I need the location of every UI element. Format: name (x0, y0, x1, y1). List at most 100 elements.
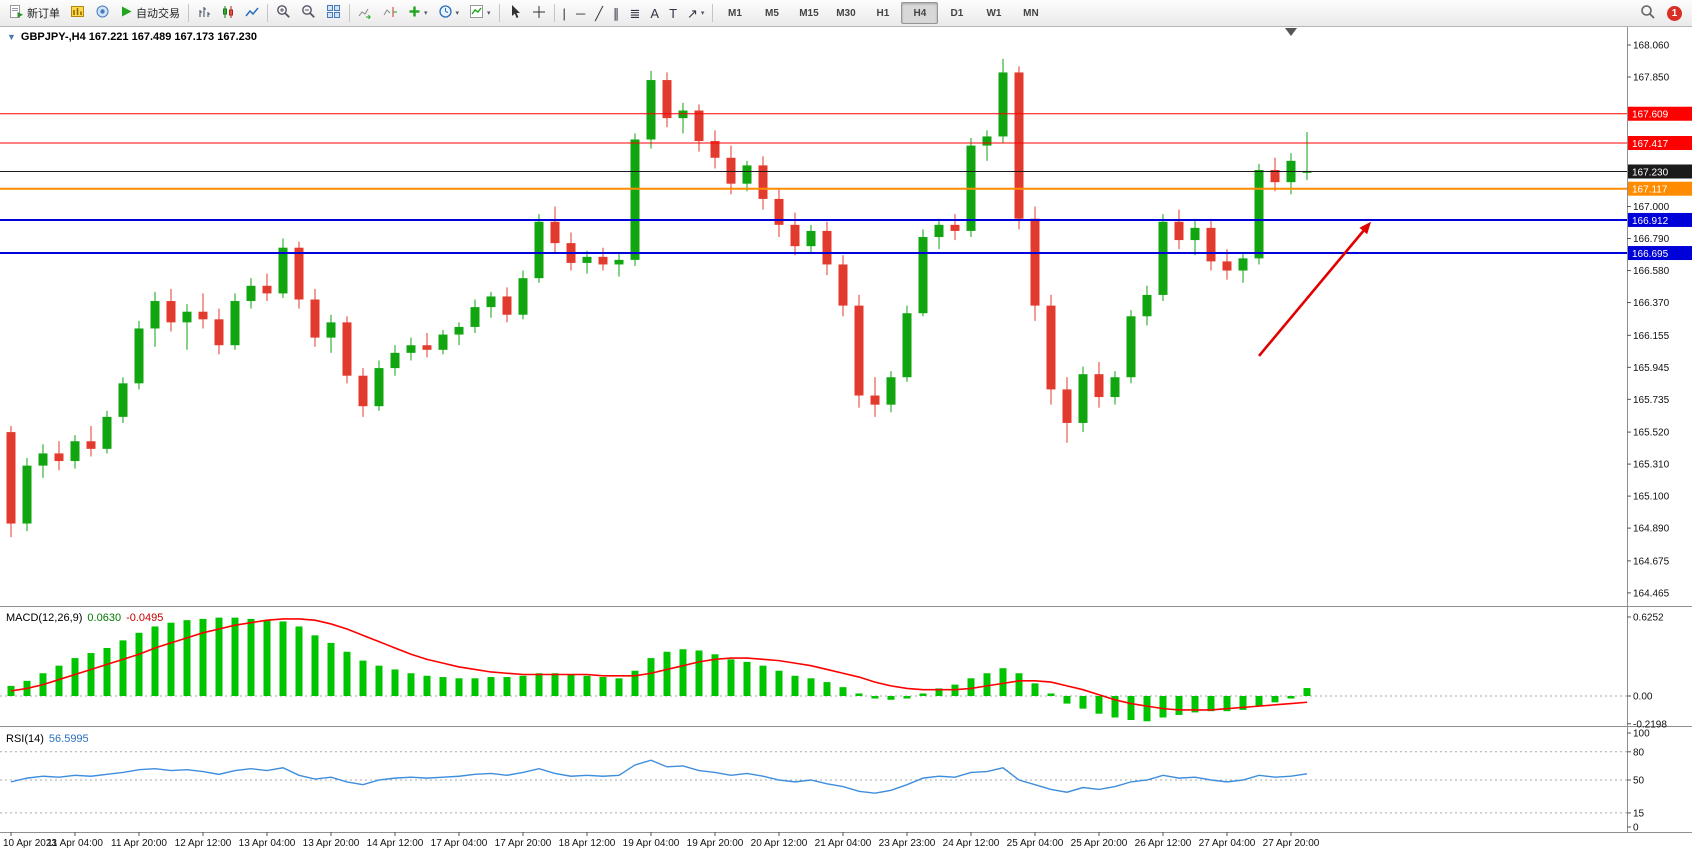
candle (630, 139, 640, 260)
zoom-in-button[interactable] (271, 2, 296, 24)
label-tool-button[interactable]: T (664, 2, 682, 24)
toolbar-separator (712, 4, 714, 22)
candle (918, 237, 928, 314)
vertical-line-tool-button[interactable]: | (558, 2, 571, 24)
timeframe-mn-button[interactable]: MN (1023, 7, 1039, 19)
crosshair-icon (532, 5, 546, 22)
new-order-button[interactable]: 新订单 (4, 2, 65, 24)
timeframe-m1-button[interactable]: M1 (727, 7, 742, 19)
chart-shift-marker[interactable] (1285, 28, 1297, 36)
auto-trading-button[interactable]: 自动交易 (115, 2, 185, 24)
zoom-out-button[interactable] (296, 2, 321, 24)
date-label: 12 Apr 12:00 (175, 838, 232, 849)
candle (790, 224, 800, 247)
periods-button[interactable]: ▾ (433, 2, 465, 24)
candle (934, 224, 944, 238)
candle (390, 352, 400, 369)
toolbar-separator (498, 4, 500, 22)
timeframe-w1-button[interactable]: W1 (986, 7, 1002, 19)
line-chart-type-button[interactable] (240, 2, 264, 24)
chart-shift-button[interactable] (378, 2, 403, 24)
macd-bar (55, 665, 63, 696)
candle (326, 322, 336, 338)
candle (422, 345, 432, 350)
date-label: 11 Apr 20:00 (111, 838, 167, 849)
timeframe-d1-button[interactable]: D1 (950, 7, 964, 19)
timeframe-h4-button[interactable]: H4 (901, 2, 939, 24)
macd-bar (855, 693, 863, 696)
macd-bar (919, 693, 927, 696)
fibonacci-icon: ≣ (629, 5, 641, 21)
trend-arrow[interactable] (1258, 230, 1365, 357)
tile-windows-button[interactable] (321, 2, 346, 24)
candle (502, 296, 512, 315)
macd-bar (599, 677, 607, 696)
crosshair-button[interactable] (527, 2, 551, 24)
date-label: 27 Apr 20:00 (1263, 838, 1320, 849)
macd-bar (727, 659, 735, 696)
collapse-arrow-icon[interactable]: ▼ (7, 32, 16, 42)
bar-chart-type-button[interactable] (192, 2, 216, 24)
indicators-button[interactable]: ▾ (464, 2, 496, 24)
candlestick-chart-type-button[interactable] (216, 2, 240, 24)
text-tool-button[interactable]: A (645, 2, 664, 24)
horizontal-lines: 167.609 167.417 167.230 167.117 166.912 166.6… (0, 106, 1692, 261)
macd-bar (87, 653, 95, 696)
auto-scroll-button[interactable] (353, 2, 378, 24)
candle (38, 453, 48, 466)
search-button[interactable] (1635, 2, 1661, 24)
channel-tool-button[interactable]: ∥ (608, 2, 625, 24)
macd-bar (1015, 673, 1023, 696)
date-label: 24 Apr 12:00 (943, 838, 1000, 849)
timeframe-m30-button[interactable]: M30 (836, 7, 856, 19)
new-chart-button[interactable]: ▾ (403, 2, 433, 24)
horizontal-line-tool-button[interactable]: ─ (571, 2, 590, 24)
trendline-tool-button[interactable]: ╱ (590, 2, 608, 24)
zoom-in-icon (276, 4, 291, 22)
candle (998, 72, 1008, 137)
profiles-button[interactable] (90, 2, 115, 24)
candle (1014, 72, 1024, 219)
macd-bar (1063, 696, 1071, 704)
chart-shift-icon (383, 5, 398, 22)
price-tag-label: 166.912 (1632, 216, 1669, 227)
macd-bar (839, 687, 847, 696)
cursor-button[interactable] (503, 2, 527, 24)
macd-bar (279, 621, 287, 696)
price-tag (1628, 246, 1692, 261)
new-order-label: 新订单 (27, 8, 60, 20)
macd-bar (1207, 696, 1215, 712)
fibonacci-tool-button[interactable]: ≣ (624, 2, 645, 24)
arrows-tool-button[interactable]: ↗ ▾ (682, 2, 709, 24)
charts-button[interactable] (65, 2, 90, 24)
macd-bar (1191, 696, 1199, 713)
candle (214, 319, 224, 346)
macd-bar (567, 674, 575, 696)
label-tool-icon: T (669, 5, 678, 21)
notification-badge[interactable]: 1 (1667, 5, 1682, 21)
timeframe-h1-button[interactable]: H1 (876, 7, 890, 19)
price-tag (1628, 212, 1692, 227)
timeframe-m15-button[interactable]: M15 (799, 7, 819, 19)
candle (486, 296, 496, 308)
plus-icon (408, 5, 421, 21)
macd-bar (535, 673, 543, 696)
price-tag (1628, 181, 1692, 196)
macd-bar (407, 673, 415, 696)
timeframe-m5-button[interactable]: M5 (764, 7, 779, 19)
candle (806, 230, 816, 247)
price-tick-label: 165.520 (1633, 428, 1670, 439)
date-label: 10 Apr 2023 (3, 838, 57, 849)
price-tag (1628, 106, 1692, 121)
price-tick-label: 165.310 (1633, 460, 1670, 471)
candle (1046, 305, 1056, 390)
line-chart-icon (245, 5, 259, 22)
macd-bar (183, 620, 191, 696)
candle (438, 334, 448, 350)
macd-bar (231, 617, 239, 696)
candle (726, 157, 736, 184)
date-label: 25 Apr 20:00 (1071, 838, 1128, 849)
date-label: 17 Apr 04:00 (431, 838, 488, 849)
